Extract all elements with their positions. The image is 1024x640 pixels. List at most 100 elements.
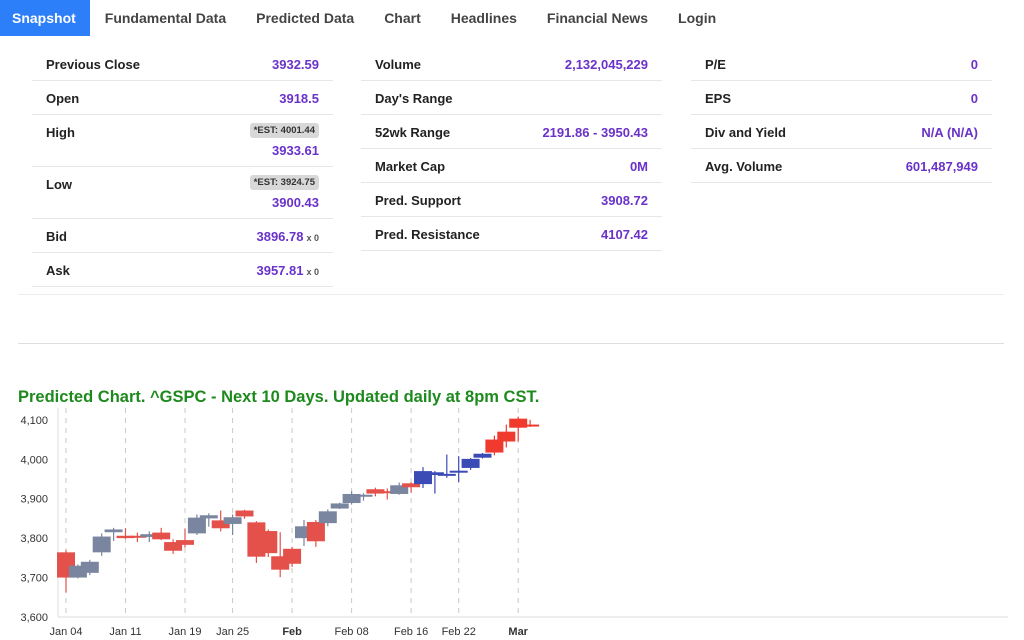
candle [259, 529, 278, 558]
pred-support-label: Pred. Support [375, 193, 461, 208]
candle-body [449, 470, 468, 473]
open-label: Open [46, 91, 80, 106]
bid-label: Bid [46, 229, 67, 244]
candle [68, 564, 87, 579]
candle [509, 416, 528, 442]
candle-body [425, 472, 444, 476]
candle-body [330, 503, 349, 509]
high-row: High *EST: 4001.44 3933.61 [32, 115, 333, 167]
candle [318, 509, 337, 527]
quote-column-3: P/E 0 EPS 0 Div and Yield N/A (N/A) Avg.… [691, 47, 992, 183]
chart-grid [65, 408, 519, 617]
candle [390, 482, 409, 495]
ask-row: Ask 3957.81 x 0 [32, 253, 333, 287]
bid-value: 3896.78 [256, 229, 304, 244]
candle-body [437, 473, 456, 476]
open-row: Open 3918.5 [32, 81, 333, 115]
market-cap-value: 0M [629, 159, 648, 174]
tab-headlines[interactable]: Headlines [450, 10, 517, 26]
tab-predicted-data[interactable]: Predicted Data [256, 10, 355, 26]
low-value: 3900.43 [272, 195, 319, 210]
y-tick-label: 3,800 [20, 533, 48, 545]
previous-close-row: Previous Close 3932.59 [32, 47, 333, 81]
div-yield-label: Div and Yield [705, 125, 786, 140]
candle [521, 419, 540, 427]
x-tick-label: Jan 25 [216, 626, 249, 638]
52wk-range-value: 2191.86 - 3950.43 [542, 125, 648, 140]
quote-column-2: Volume 2,132,045,229 Day's Range 52wk Ra… [361, 47, 662, 251]
candle-body [485, 439, 504, 453]
bid-row: Bid 3896.78 x 0 [32, 219, 333, 253]
candle [437, 454, 456, 478]
market-cap-row: Market Cap 0M [361, 149, 662, 183]
bid-value-wrap: 3896.78 x 0 [256, 229, 319, 244]
high-estimate-badge: *EST: 4001.44 [249, 123, 319, 138]
candle-body [164, 542, 183, 551]
candle [164, 539, 183, 554]
candle [104, 527, 123, 541]
candle-body [366, 489, 385, 494]
tab-chart[interactable]: Chart [384, 10, 421, 26]
pe-row: P/E 0 [691, 47, 992, 81]
low-estimate-badge: *EST: 3924.75 [249, 175, 319, 190]
tab-login[interactable]: Login [678, 10, 717, 26]
low-label: Low [46, 177, 72, 192]
pe-value: 0 [970, 57, 978, 72]
candle-body [80, 561, 99, 573]
volume-row: Volume 2,132,045,229 [361, 47, 662, 81]
avg-volume-value: 601,487,949 [905, 159, 978, 174]
avg-volume-row: Avg. Volume 601,487,949 [691, 149, 992, 183]
tab-snapshot[interactable]: Snapshot [0, 0, 90, 36]
candle-body [509, 418, 528, 428]
candle [342, 491, 361, 505]
candle-body [461, 458, 480, 468]
candle-body [128, 535, 147, 538]
chart-axes: Jan 04 Jan 11 Jan 19 Jan 25 Feb Feb 08 Feb 16 F… [20, 408, 1008, 638]
candle [283, 546, 302, 567]
candle [92, 533, 111, 556]
candle [425, 471, 444, 494]
tab-fundamental-data[interactable]: Fundamental Data [104, 10, 227, 26]
candle [211, 510, 230, 532]
days-range-label: Day's Range [375, 91, 453, 106]
x-tick-label: Jan 19 [168, 626, 201, 638]
candle-body [176, 540, 194, 545]
52wk-range-label: 52wk Range [375, 125, 451, 140]
div-yield-value: N/A (N/A) [921, 125, 978, 140]
candle-body [306, 521, 325, 542]
x-tick-label: Jan 04 [49, 626, 82, 638]
candle [80, 559, 99, 576]
x-tick-label: Mar [508, 626, 528, 638]
tab-bar: Snapshot Fundamental Data Predicted Data… [0, 0, 1024, 36]
candle [306, 519, 325, 547]
avg-volume-label: Avg. Volume [705, 159, 783, 174]
ask-value-wrap: 3957.81 x 0 [256, 263, 319, 278]
candle-body [283, 548, 302, 564]
candle [176, 528, 194, 548]
x-tick-label: Feb [282, 626, 302, 638]
candle-body [390, 485, 409, 494]
candle [152, 527, 171, 541]
chart-title: Predicted Chart. ^GSPC - Next 10 Days. U… [18, 388, 540, 406]
tab-financial-news[interactable]: Financial News [546, 10, 649, 26]
x-tick-label: Feb 08 [334, 626, 368, 638]
candle [140, 531, 159, 543]
candle-body [473, 453, 492, 458]
ask-label: Ask [46, 263, 70, 278]
pred-resistance-row: Pred. Resistance 4107.42 [361, 217, 662, 251]
quote-column-1: Previous Close 3932.59 Open 3918.5 High … [32, 47, 333, 287]
candle [461, 458, 480, 470]
candle [330, 502, 349, 509]
bid-size: x 0 [306, 233, 319, 243]
candle-body [223, 517, 242, 524]
candle [366, 487, 385, 497]
candlestick-chart: Jan 04 Jan 11 Jan 19 Jan 25 Feb Feb 08 Feb 16 F… [20, 408, 1008, 638]
x-tick-label: Feb 16 [394, 626, 428, 638]
market-cap-label: Market Cap [375, 159, 446, 174]
candle-body [497, 431, 516, 442]
candle-body [199, 515, 218, 519]
52wk-range-row: 52wk Range 2191.86 - 3950.43 [361, 115, 662, 149]
y-tick-label: 3,900 [20, 494, 48, 506]
candle-body [378, 491, 397, 494]
eps-label: EPS [705, 91, 732, 106]
